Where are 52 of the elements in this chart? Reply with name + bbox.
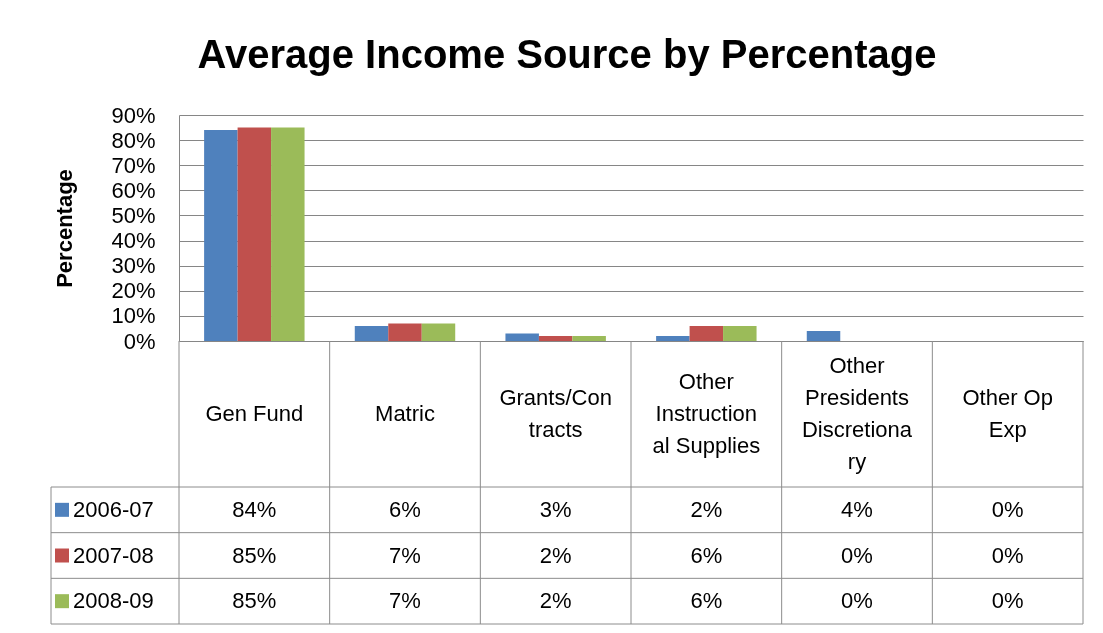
- bar: [723, 325, 757, 341]
- y-tick-label: 50%: [111, 202, 156, 228]
- bar: [271, 127, 305, 341]
- data-label: 0%: [841, 588, 873, 614]
- data-label: 84%: [232, 496, 277, 522]
- data-label: 7%: [389, 588, 421, 614]
- y-tick-label: 80%: [111, 127, 156, 153]
- bar: [656, 335, 690, 341]
- data-label: 6%: [690, 588, 723, 614]
- data-label: 2%: [539, 542, 572, 568]
- data-label: 2%: [539, 588, 572, 614]
- data-label: 85%: [232, 542, 277, 568]
- bar: [421, 323, 456, 341]
- data-label: 0%: [991, 496, 1024, 522]
- bar: [388, 323, 422, 341]
- legend-label: 2008-09: [73, 588, 154, 614]
- x-tick-label: Other Op Exp: [962, 385, 1053, 442]
- data-label: 6%: [690, 542, 723, 568]
- data-label: 2%: [690, 496, 723, 522]
- y-tick-label: 30%: [111, 253, 156, 279]
- x-tick-label: Gen Fund: [205, 401, 304, 426]
- y-tick-label: 70%: [111, 152, 156, 178]
- y-tick-label: 0%: [123, 328, 156, 354]
- data-label: 6%: [389, 496, 421, 522]
- y-tick-label: 10%: [111, 303, 156, 329]
- bar: [806, 330, 841, 341]
- y-tick-label: 90%: [111, 102, 156, 128]
- y-tick-label: 40%: [111, 228, 156, 254]
- data-label: 0%: [841, 542, 873, 568]
- y-tick-label: 60%: [111, 177, 156, 203]
- y-tick-label: 20%: [111, 278, 156, 304]
- bar: [204, 130, 238, 341]
- data-label: 7%: [389, 542, 421, 568]
- x-tick-label: Grants/Contracts: [499, 385, 612, 442]
- x-tick-label: Other Presidents Discretionary: [801, 353, 913, 474]
- y-axis-title: Percentage: [52, 169, 78, 288]
- bar: [538, 335, 573, 341]
- data-label: 0%: [991, 588, 1024, 614]
- chart-title: Average Income Source by Percentage: [197, 32, 937, 76]
- bar: [572, 335, 606, 341]
- data-label: 4%: [841, 496, 873, 522]
- legend-label: 2006-07: [73, 496, 154, 522]
- bar: [689, 325, 724, 341]
- data-label: 3%: [539, 496, 572, 522]
- x-tick-label: Matric: [375, 401, 435, 426]
- bar: [505, 333, 539, 341]
- data-label: 85%: [232, 588, 277, 614]
- legend-label: 2007-08: [73, 542, 154, 568]
- bar: [237, 127, 272, 341]
- bar: [354, 325, 389, 341]
- data-label: 0%: [991, 542, 1024, 568]
- x-tick-label: Other Instructional Supplies: [652, 369, 761, 458]
